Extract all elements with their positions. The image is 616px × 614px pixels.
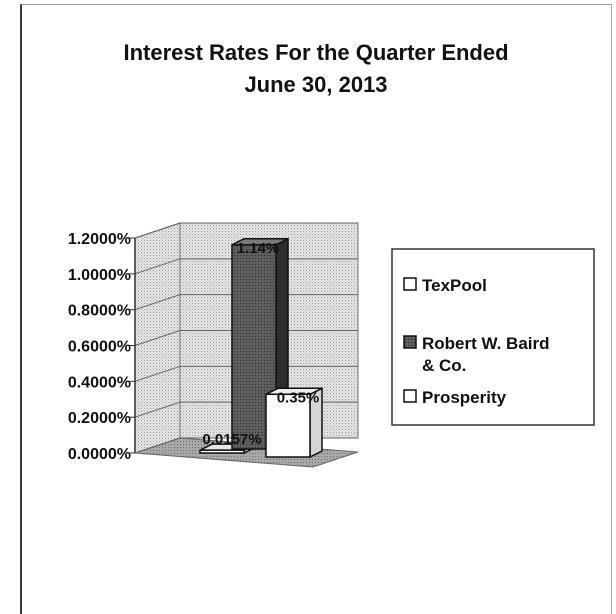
chart-title: Interest Rates For the Quarter Ended: [123, 40, 509, 65]
legend-item: Robert W. Baird & Co.: [403, 334, 550, 375]
bar-chart-3d: 0.0000% 0.2000% 0.4000% 0.6000% 0.8000% 1.000…: [68, 222, 595, 468]
legend-item: Prosperity: [403, 388, 507, 407]
gridline: [134, 258, 358, 275]
chart-subtitle: June 30, 2013: [244, 72, 388, 97]
y-tick-label: 0.6000%: [68, 339, 131, 356]
legend-swatch: [403, 335, 417, 349]
y-tick-label: 0.0000%: [68, 446, 131, 463]
bar-prosperity: [265, 387, 323, 459]
bar-front: [199, 449, 245, 454]
legend-swatch: [403, 277, 417, 291]
y-tick-label: 1.0000%: [68, 267, 131, 284]
y-tick-label: 0.8000%: [68, 303, 131, 320]
legend-label: TexPool: [422, 276, 487, 295]
legend-swatch: [403, 389, 417, 403]
gridline: [134, 365, 358, 382]
gridline: [134, 294, 358, 311]
data-label: 0.35%: [277, 389, 320, 406]
y-tick-label: 0.2000%: [68, 410, 131, 427]
data-label: 1.14%: [237, 240, 280, 257]
bar-front: [265, 393, 311, 458]
legend-label-line2: & Co.: [422, 356, 466, 375]
bar-robert-w-baird-co: [231, 237, 289, 451]
legend-box: [391, 248, 595, 426]
data-label: 0.0157%: [202, 431, 261, 448]
y-tick-label: 1.2000%: [68, 231, 131, 248]
chart-frame: [20, 4, 612, 614]
gridline: [134, 222, 358, 239]
legend-item: TexPool: [403, 276, 487, 295]
legend-label: Prosperity: [422, 388, 507, 407]
y-tick-label: 0.4000%: [68, 374, 131, 391]
gridline: [134, 330, 358, 346]
legend-label: Robert W. Baird: [422, 334, 550, 353]
